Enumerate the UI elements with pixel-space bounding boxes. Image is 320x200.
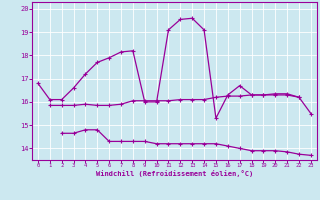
X-axis label: Windchill (Refroidissement éolien,°C): Windchill (Refroidissement éolien,°C): [96, 170, 253, 177]
